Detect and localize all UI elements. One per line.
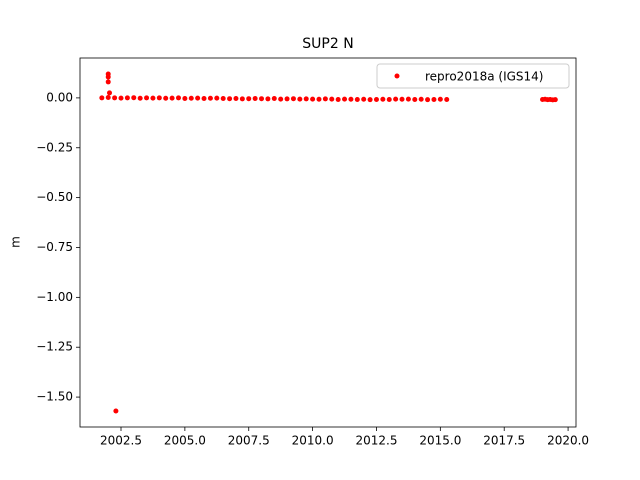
plot-frame: [79, 57, 577, 428]
y-tick-label: −0.75: [36, 240, 73, 254]
point: [437, 96, 443, 102]
point: [380, 96, 386, 102]
y-tick-label: −1.25: [36, 340, 73, 354]
point: [297, 96, 303, 102]
point: [373, 96, 379, 102]
point: [335, 96, 341, 102]
point: [246, 96, 252, 102]
point: [163, 95, 169, 101]
point: [310, 96, 316, 102]
point: [348, 96, 354, 102]
point: [322, 96, 328, 102]
x-tick-label: 2015.0: [419, 434, 461, 448]
point: [220, 95, 226, 101]
point: [188, 95, 194, 101]
point: [105, 79, 111, 85]
point: [144, 95, 150, 101]
y-tick-label: −1.50: [36, 390, 73, 404]
point: [284, 96, 290, 102]
point: [361, 96, 367, 102]
point: [105, 94, 111, 100]
point: [405, 96, 411, 102]
y-axis-label: m: [9, 236, 23, 248]
point: [201, 95, 207, 101]
point: [552, 97, 558, 103]
point: [105, 74, 111, 80]
point: [214, 95, 220, 101]
point: [150, 95, 156, 101]
point: [239, 96, 245, 102]
point: [207, 95, 213, 101]
point: [425, 97, 431, 103]
point: [342, 96, 348, 102]
point: [107, 90, 113, 96]
point: [303, 96, 309, 102]
point: [227, 96, 233, 102]
point: [99, 95, 105, 101]
point: [112, 95, 118, 101]
point: [354, 96, 360, 102]
point: [182, 95, 188, 101]
legend-label: repro2018a (IGS14): [425, 70, 543, 84]
point: [444, 96, 450, 102]
point: [233, 95, 239, 101]
x-tick-label: 2010.0: [292, 434, 334, 448]
point: [367, 97, 373, 103]
x-tick-label: 2007.5: [228, 434, 270, 448]
point: [316, 96, 322, 102]
y-tick-label: 0.00: [46, 90, 73, 104]
point: [131, 95, 137, 101]
point: [265, 96, 271, 102]
point: [271, 95, 277, 101]
point: [290, 96, 296, 102]
point: [252, 95, 258, 101]
x-tick-label: 2005.0: [164, 434, 206, 448]
x-tick-label: 2017.5: [483, 434, 525, 448]
point: [124, 95, 130, 101]
point: [278, 96, 284, 102]
point: [399, 96, 405, 102]
legend-box: [376, 63, 570, 89]
point: [118, 95, 124, 101]
chart-title: SUP2 N: [302, 36, 353, 52]
point: [195, 95, 201, 101]
point: [412, 96, 418, 102]
point: [431, 96, 437, 102]
x-tick-label: 2002.5: [100, 434, 142, 448]
y-tick-label: −0.50: [36, 190, 73, 204]
x-tick-label: 2012.5: [355, 434, 397, 448]
point: [169, 95, 175, 101]
point: [418, 96, 424, 102]
point: [259, 96, 265, 102]
y-tick-label: −1.00: [36, 290, 73, 304]
point: [137, 95, 143, 101]
point: [386, 96, 392, 102]
point: [156, 95, 162, 101]
y-tick-label: −0.25: [36, 140, 73, 154]
point: [329, 96, 335, 102]
point: [113, 408, 119, 414]
point: [393, 96, 399, 102]
point: [175, 95, 181, 101]
x-tick-label: 2020.0: [547, 434, 589, 448]
legend-marker: [394, 73, 400, 79]
